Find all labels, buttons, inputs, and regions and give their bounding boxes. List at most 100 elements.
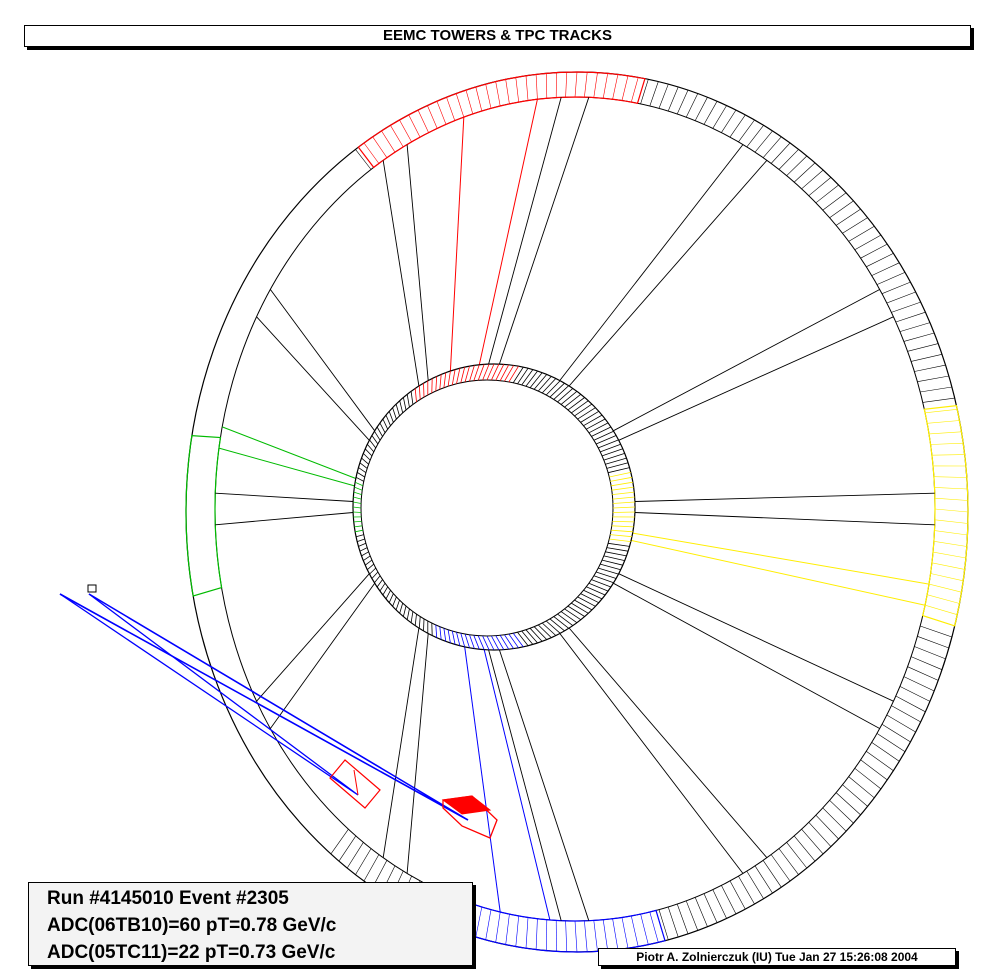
inner-tower-hatch — [358, 542, 367, 547]
outer-tower-hatch — [631, 77, 639, 103]
outer-tower-hatch — [667, 906, 679, 938]
outer-tower-hatch — [612, 918, 619, 950]
outer-tower-hatch — [754, 865, 773, 894]
highlight-spoke — [222, 426, 356, 479]
outer-tower-hatch — [612, 74, 619, 100]
inner-tower-hatch — [586, 586, 606, 596]
inner-tower-hatch — [560, 390, 578, 405]
outer-tower-hatch — [574, 71, 578, 98]
inner-tower-hatch — [395, 403, 400, 417]
inner-tower-hatch — [353, 496, 362, 500]
inner-tower-hatch — [612, 501, 635, 504]
inner-tower-hatch — [399, 602, 404, 614]
inner-tower-hatch — [423, 383, 425, 398]
inner-tower-hatch — [537, 376, 552, 392]
outer-tower-hatch — [658, 909, 669, 940]
outer-tower-hatch — [363, 142, 380, 164]
outer-tower-hatch — [565, 72, 568, 98]
outer-tower-hatch — [621, 75, 629, 101]
inner-tower-hatch — [605, 457, 627, 465]
outer-tower-hatch — [934, 508, 969, 513]
inner-tower-hatch — [521, 369, 534, 386]
adc-tower-1-label: ADC(06TB10)=60 pT=0.78 GeV/c — [47, 915, 337, 936]
outer-tower-hatch — [881, 281, 911, 294]
outer-tower-hatch — [854, 234, 882, 250]
outer-tower-hatch — [703, 101, 718, 125]
outer-tower-hatch — [485, 909, 492, 940]
inner-tower-hatch — [369, 439, 377, 449]
outer-tower-hatch — [876, 272, 906, 285]
outer-tower-hatch — [738, 875, 755, 905]
outer-tower-hatch — [848, 776, 875, 799]
inner-tower-hatch — [385, 590, 391, 600]
outer-tower-hatch — [495, 81, 501, 107]
inner-tower-hatch — [382, 586, 389, 596]
inner-tower-hatch — [406, 608, 410, 620]
outer-tower-hatch — [495, 911, 501, 943]
outer-tower-hatch — [712, 105, 727, 129]
outer-tower-hatch — [866, 750, 894, 771]
inner-tower-hatch — [469, 634, 475, 649]
outer-tower-hatch — [928, 431, 962, 435]
inner-tower-hatch — [537, 624, 552, 638]
outer-tower-hatch — [640, 79, 649, 104]
inner-tower-hatch — [399, 400, 404, 413]
outer-tower-hatch — [446, 97, 456, 121]
outer-tower-hatch — [372, 136, 388, 158]
outer-tower-hatch — [907, 666, 939, 681]
outer-tower-hatch — [786, 155, 808, 176]
inner-tower-hatch — [533, 374, 548, 390]
outer-tower-hatch — [408, 114, 421, 138]
inner-tower-hatch — [610, 476, 632, 482]
vertex-marker — [87, 584, 97, 593]
inner-tower-hatch — [608, 467, 630, 474]
outer-tower-hatch — [899, 686, 931, 702]
highlight-spoke — [478, 99, 538, 365]
outer-tower-hatch — [565, 920, 568, 952]
inner-tower-hatch — [504, 634, 514, 649]
inner-tower-hatch — [553, 385, 569, 400]
inner-tower-hatch — [499, 635, 510, 650]
outer-tower-hatch — [925, 409, 958, 414]
outer-tower-hatch — [330, 829, 349, 855]
sector-spoke — [270, 289, 376, 432]
inner-tower-hatch — [361, 551, 369, 557]
inner-tower-hatch — [602, 559, 623, 566]
outer-tower-hatch — [381, 130, 396, 153]
highlight-spoke — [449, 117, 465, 372]
sector-spoke — [256, 573, 370, 702]
tpc-track-1 — [59, 593, 469, 821]
inner-tower-hatch — [469, 365, 475, 382]
outer-tower-hatch — [822, 192, 847, 211]
inner-tower-hatch — [495, 364, 505, 381]
sector-boundaries — [215, 97, 935, 921]
sector-spoke — [488, 97, 562, 365]
inner-tower-hatch — [395, 599, 400, 611]
inner-tower-hatch — [376, 579, 383, 588]
inner-tower-hatch — [549, 618, 565, 632]
inner-tower-hatch — [354, 486, 363, 491]
outer-tower-hatch — [417, 109, 429, 133]
inner-tower-hatch — [499, 364, 510, 381]
outer-tower-hatch — [390, 125, 404, 148]
sector-spoke — [382, 627, 420, 858]
inner-tower-hatch — [533, 626, 548, 640]
sector-spoke — [215, 492, 354, 502]
outer-tower-hatch — [835, 792, 861, 816]
outer-tower-hatch — [786, 842, 808, 869]
outer-tower-hatch — [754, 130, 773, 153]
inner-tower-hatch — [403, 606, 407, 617]
inner-tower-hatch — [610, 534, 632, 538]
outer-tower-hatch — [515, 77, 519, 103]
inner-tower-hatch — [512, 366, 524, 384]
inner-tower-hatch — [353, 501, 362, 504]
inner-tower-hatch — [595, 435, 617, 445]
outer-tower-hatch — [911, 354, 943, 362]
inner-tower-hatch — [364, 448, 373, 457]
outer-tower-hatch — [932, 551, 966, 559]
outer-tower-hatch — [685, 93, 699, 118]
outer-tower-hatch — [934, 519, 968, 524]
outer-tower-hatch — [808, 177, 832, 196]
inner-tower-hatch — [423, 618, 425, 631]
inner-tower-hatch — [477, 364, 485, 381]
